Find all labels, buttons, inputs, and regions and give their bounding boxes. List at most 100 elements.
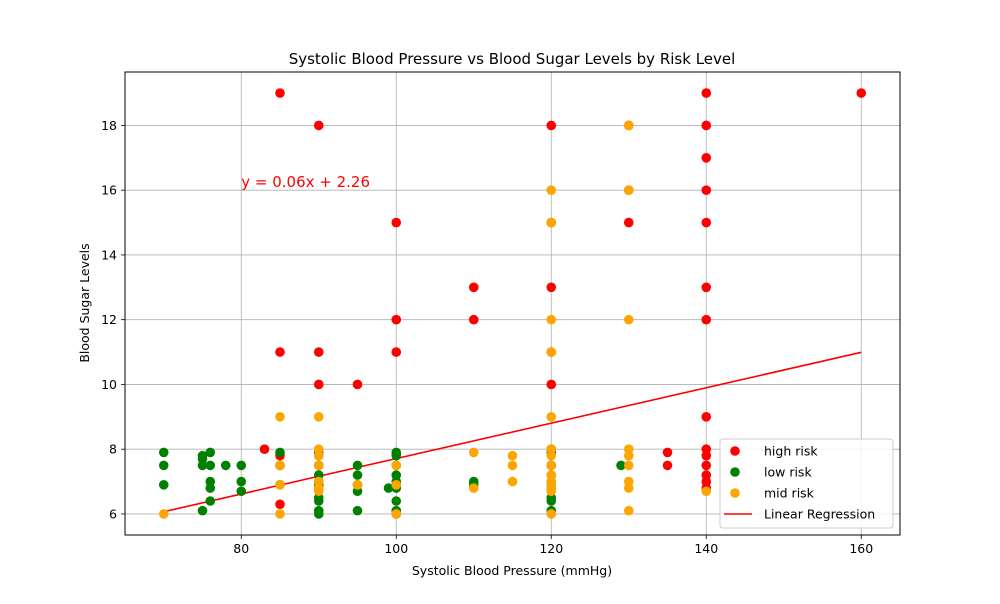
data-point-mid-risk [623, 450, 634, 461]
plot-frame [124, 71, 901, 536]
data-point-mid-risk [623, 505, 634, 516]
data-point-low-risk [391, 450, 402, 461]
data-point-mid-risk [158, 509, 169, 519]
x-axis-label: Systolic Blood Pressure (mmHg) [412, 563, 612, 578]
data-point-high-risk [313, 120, 324, 131]
data-point-high-risk [701, 185, 712, 195]
data-point-mid-risk [546, 450, 557, 461]
y-tick-label: 8 [109, 442, 117, 457]
legend-marker-mid-risk [730, 488, 740, 498]
data-point-mid-risk [623, 185, 634, 195]
y-tick-label: 14 [101, 247, 117, 262]
data-point-high-risk [546, 120, 557, 131]
data-point-high-risk [391, 347, 402, 357]
data-point-mid-risk [546, 412, 557, 422]
data-point-high-risk [546, 379, 557, 390]
y-tick-label: 6 [109, 506, 117, 521]
legend-label: high risk [764, 444, 818, 459]
data-point-high-risk [701, 412, 712, 422]
data-point-high-risk [313, 347, 324, 357]
data-point-low-risk [220, 460, 231, 471]
x-tick-label: 80 [233, 541, 249, 556]
data-point-high-risk [275, 499, 285, 510]
y-tick-label: 18 [101, 118, 117, 133]
data-point-low-risk [352, 505, 363, 516]
data-point-mid-risk [275, 412, 285, 422]
data-point-high-risk [701, 282, 712, 293]
data-point-mid-risk [391, 509, 402, 519]
data-point-mid-risk [468, 483, 479, 493]
data-point-mid-risk [546, 185, 557, 195]
data-point-mid-risk [275, 480, 285, 490]
data-point-mid-risk [352, 480, 363, 490]
y-tick-label: 16 [101, 183, 117, 198]
data-point-low-risk [391, 496, 402, 506]
data-point-low-risk [197, 505, 208, 516]
legend-label: Linear Regression [764, 507, 875, 522]
data-point-low-risk [236, 486, 247, 497]
data-point-low-risk [158, 480, 169, 490]
data-point-high-risk [701, 450, 712, 461]
data-point-low-risk [546, 496, 557, 506]
data-point-low-risk [236, 460, 247, 471]
data-point-high-risk [468, 314, 479, 325]
legend-box [719, 438, 894, 529]
data-point-mid-risk [623, 314, 634, 325]
data-point-mid-risk [623, 120, 634, 131]
data-point-mid-risk [391, 460, 402, 471]
axis-ticks: 80 100 120 140 160 6 8 10 12 14 16 18 [101, 118, 873, 556]
data-point-high-risk [352, 379, 363, 390]
data-point-low-risk [352, 460, 363, 471]
x-tick-label: 120 [539, 541, 563, 556]
data-point-low-risk [197, 460, 208, 471]
data-point-mid-risk [623, 460, 634, 471]
chart-title: Systolic Blood Pressure vs Blood Sugar L… [289, 50, 736, 68]
data-point-low-risk [616, 460, 626, 471]
data-point-low-risk [313, 496, 324, 506]
data-point-mid-risk [313, 460, 324, 471]
data-point-low-risk [313, 509, 324, 519]
legend-marker-high-risk [730, 446, 740, 456]
data-point-mid-risk [546, 347, 557, 357]
data-point-high-risk [701, 88, 712, 98]
y-tick-label: 12 [101, 312, 117, 327]
data-point-low-risk [352, 470, 363, 480]
data-point-mid-risk [546, 217, 557, 228]
data-point-mid-risk [275, 460, 285, 471]
data-point-high-risk [313, 379, 324, 390]
data-point-high-risk [391, 314, 402, 325]
data-point-mid-risk [468, 447, 479, 458]
data-point-mid-risk [275, 509, 285, 519]
data-point-mid-risk [546, 314, 557, 325]
data-point-high-risk [275, 88, 285, 98]
y-tick-label: 10 [101, 377, 117, 392]
data-point-mid-risk [313, 486, 324, 497]
data-point-low-risk [205, 447, 216, 458]
legend-label: low risk [764, 465, 812, 480]
data-point-mid-risk [507, 460, 518, 471]
data-point-low-risk [205, 460, 216, 471]
data-point-low-risk [275, 447, 285, 458]
data-point-high-risk [701, 153, 712, 163]
data-point-mid-risk [507, 450, 518, 461]
data-point-high-risk [275, 347, 285, 357]
regression-equation-label: y = 0.06x + 2.26 [241, 173, 370, 191]
data-point-low-risk [205, 496, 216, 506]
data-point-high-risk [391, 217, 402, 228]
y-axis-label: Blood Sugar Levels [77, 243, 92, 362]
data-point-mid-risk [507, 476, 518, 487]
data-point-high-risk [701, 120, 712, 131]
data-point-mid-risk [391, 480, 402, 490]
data-point-high-risk [856, 88, 867, 98]
data-point-mid-risk [701, 486, 712, 497]
data-point-low-risk [158, 460, 169, 471]
data-point-mid-risk [623, 483, 634, 493]
data-point-high-risk [662, 447, 673, 458]
data-point-mid-risk [546, 460, 557, 471]
data-point-mid-risk [313, 412, 324, 422]
data-point-low-risk [236, 476, 247, 487]
data-point-high-risk [468, 282, 479, 293]
data-point-high-risk [701, 217, 712, 228]
